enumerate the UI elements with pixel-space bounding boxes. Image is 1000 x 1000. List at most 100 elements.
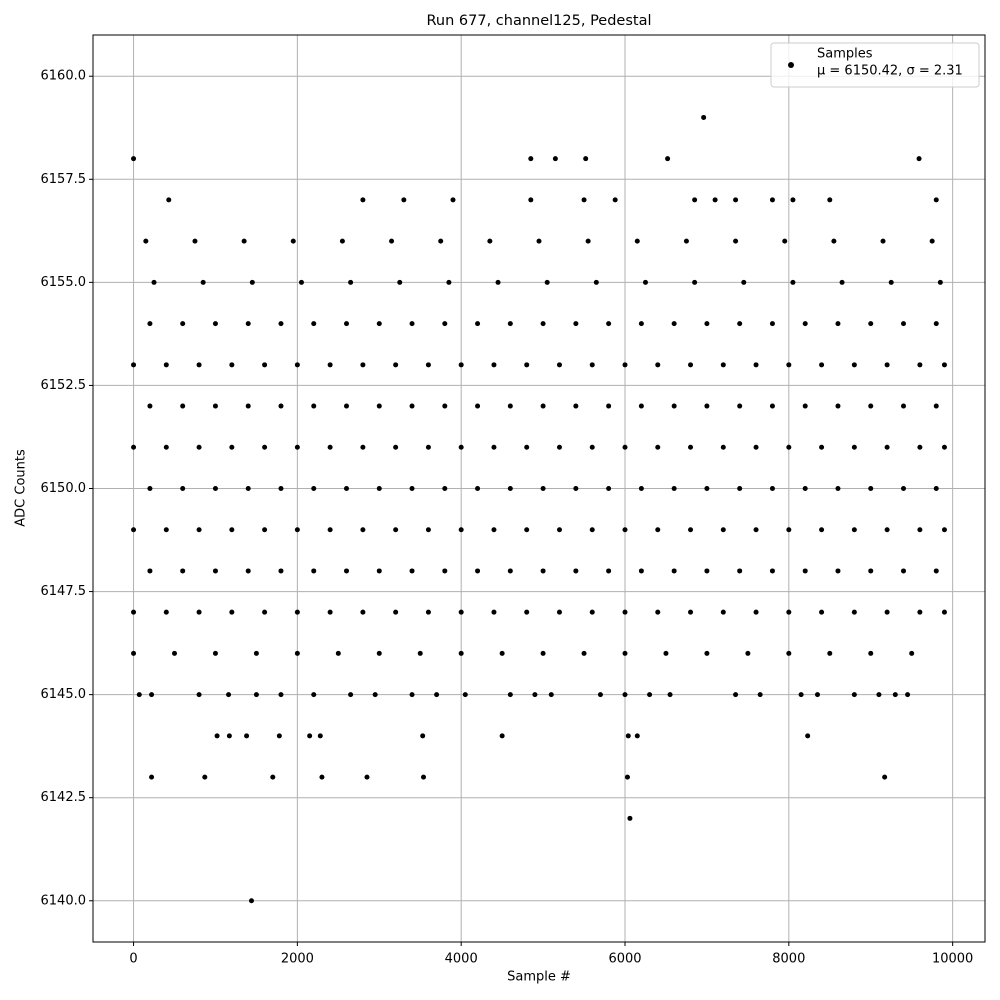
data-point xyxy=(884,527,890,533)
data-point xyxy=(409,692,415,698)
data-point xyxy=(244,733,250,739)
data-point xyxy=(737,403,743,409)
legend-label: Samples xyxy=(817,47,873,62)
data-point xyxy=(524,609,530,615)
data-point xyxy=(499,650,505,656)
data-point xyxy=(802,486,808,491)
data-point xyxy=(163,444,169,450)
data-point xyxy=(688,609,694,615)
data-point xyxy=(933,403,939,409)
data-point xyxy=(769,197,775,203)
data-point xyxy=(163,527,169,533)
data-point xyxy=(245,486,251,491)
data-point xyxy=(212,568,218,574)
data-point xyxy=(827,650,833,656)
data-point xyxy=(166,197,172,203)
data-point xyxy=(344,568,350,574)
data-point xyxy=(180,321,186,327)
data-point xyxy=(528,197,534,203)
data-point xyxy=(458,650,464,656)
chart-title: Run 677, channel125, Pedestal xyxy=(426,13,651,29)
data-point xyxy=(622,362,628,368)
data-point xyxy=(769,486,775,491)
data-point xyxy=(458,362,464,368)
data-point xyxy=(149,774,155,780)
data-point xyxy=(389,238,395,244)
data-point xyxy=(868,650,874,656)
data-point xyxy=(917,527,923,533)
data-point xyxy=(941,444,947,450)
data-point xyxy=(638,403,644,409)
data-point xyxy=(131,156,137,162)
data-point xyxy=(248,898,254,904)
data-point xyxy=(149,692,155,698)
data-point xyxy=(868,568,874,574)
data-point xyxy=(941,362,947,368)
data-point xyxy=(335,650,341,656)
data-point xyxy=(450,197,456,203)
data-point xyxy=(327,444,333,450)
x-tick-label: 4000 xyxy=(445,952,478,967)
data-point xyxy=(786,362,792,368)
data-point xyxy=(884,444,890,450)
data-point xyxy=(475,568,481,574)
data-point xyxy=(409,486,415,491)
data-point xyxy=(491,362,497,368)
data-point xyxy=(311,486,317,491)
data-point xyxy=(622,444,628,450)
data-point xyxy=(851,692,857,698)
data-point xyxy=(196,362,202,368)
data-point xyxy=(442,568,448,574)
data-point xyxy=(655,362,661,368)
data-point xyxy=(839,279,845,285)
data-point xyxy=(835,568,841,574)
data-point xyxy=(819,527,825,533)
data-point xyxy=(360,527,366,533)
data-point xyxy=(548,692,554,698)
data-point xyxy=(769,568,775,574)
data-point xyxy=(401,197,407,203)
data-point xyxy=(606,486,612,491)
data-point xyxy=(573,486,579,491)
data-point xyxy=(933,568,939,574)
data-point xyxy=(622,650,628,656)
data-point xyxy=(229,444,235,450)
data-point xyxy=(933,321,939,327)
data-point xyxy=(704,403,710,409)
data-point xyxy=(663,650,669,656)
data-point xyxy=(307,733,313,739)
data-point xyxy=(327,609,333,615)
data-point xyxy=(622,692,628,698)
data-point xyxy=(317,733,323,739)
data-point xyxy=(348,692,354,698)
data-point xyxy=(692,279,698,285)
data-point xyxy=(769,321,775,327)
y-tick-label: 6142.5 xyxy=(41,790,87,805)
data-point xyxy=(737,568,743,574)
data-point xyxy=(683,238,689,244)
y-tick-label: 6145.0 xyxy=(41,687,87,702)
y-axis-label: ADC Counts xyxy=(14,449,29,527)
legend-marker xyxy=(788,62,794,68)
plot-frame xyxy=(92,34,986,943)
data-point xyxy=(786,527,792,533)
data-point xyxy=(278,692,284,698)
data-point xyxy=(627,815,633,821)
data-point xyxy=(733,238,739,244)
data-point xyxy=(196,692,202,698)
x-tick-label: 2000 xyxy=(281,952,314,967)
data-point xyxy=(212,486,218,491)
data-point xyxy=(835,321,841,327)
data-point xyxy=(226,692,232,698)
data-point xyxy=(642,279,648,285)
data-point xyxy=(720,362,726,368)
data-point xyxy=(638,486,644,491)
data-point xyxy=(733,197,739,203)
data-point xyxy=(507,568,513,574)
data-point xyxy=(327,362,333,368)
data-point xyxy=(882,774,888,780)
data-point xyxy=(556,362,562,368)
data-point xyxy=(688,444,694,450)
data-point xyxy=(491,527,497,533)
data-point xyxy=(941,527,947,533)
